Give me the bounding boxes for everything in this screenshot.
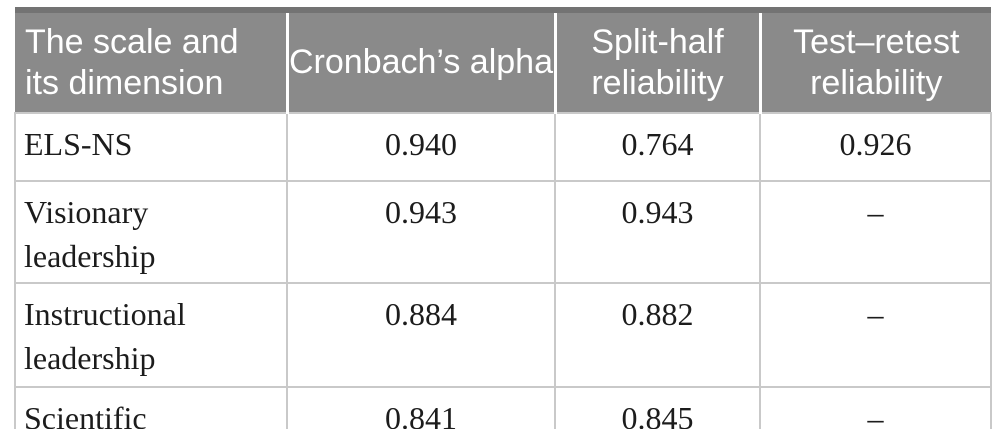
table-row-visionary-leadership: Visionary leadership 0.943 0.943 – [14,180,992,284]
cell-test-retest: – [759,386,992,429]
cell-split-half: 0.882 [554,282,761,388]
header-cell-dimension: The scale and its dimension [15,7,287,113]
cell-cronbachs-alpha: 0.841 [286,386,556,429]
cell-split-half: 0.764 [554,112,761,182]
header-cell-test-retest: Test–retest reliability [758,7,991,113]
cell-dimension: ELS-NS [14,112,288,182]
cell-cronbachs-alpha: 0.940 [286,112,556,182]
header-cell-cronbachs-alpha: Cronbach’s alpha [285,7,555,113]
table-row-els-ns: ELS-NS 0.940 0.764 0.926 [14,112,992,182]
table-body: ELS-NS 0.940 0.764 0.926 Visionary leade… [14,112,992,429]
cell-test-retest: – [759,282,992,388]
cell-split-half: 0.943 [554,180,761,284]
header-row: The scale and its dimension Cronbach’s a… [15,7,991,113]
table-header: The scale and its dimension Cronbach’s a… [15,7,991,113]
cell-test-retest: – [759,180,992,284]
cell-cronbachs-alpha: 0.884 [286,282,556,388]
cell-dimension: Scientific leadership [14,386,288,429]
cell-dimension: Visionary leadership [14,180,288,284]
reliability-table: The scale and its dimension Cronbach’s a… [14,7,992,429]
cell-split-half: 0.845 [554,386,761,429]
table-row-instructional-leadership: Instructional leadership 0.884 0.882 – [14,282,992,388]
cell-dimension: Instructional leadership [14,282,288,388]
cell-test-retest: 0.926 [759,112,992,182]
header-cell-split-half: Split-half reliability [553,7,760,113]
table-row-scientific-leadership: Scientific leadership 0.841 0.845 – [14,386,992,429]
cell-cronbachs-alpha: 0.943 [286,180,556,284]
